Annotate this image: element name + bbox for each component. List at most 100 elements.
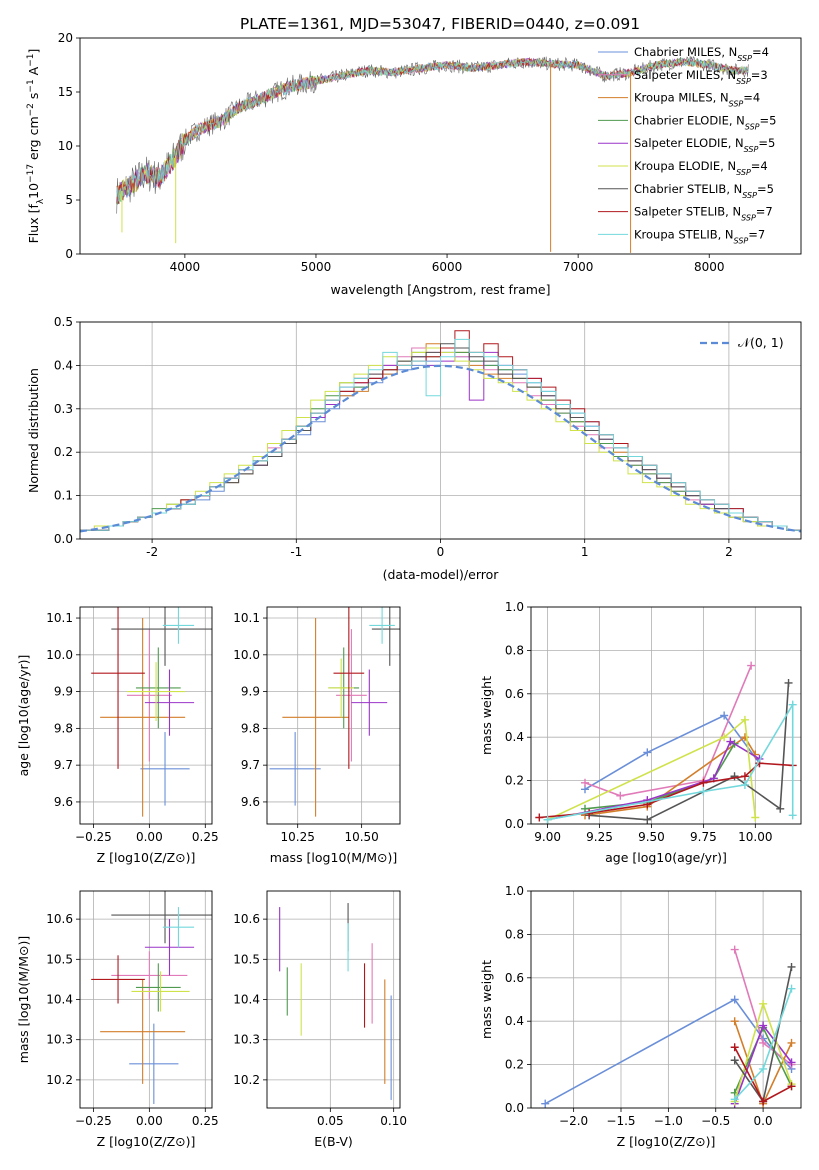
y-tick-label: 10.4 [233, 993, 260, 1007]
axes-frame [530, 890, 802, 1109]
axes-frame [266, 890, 401, 1109]
x-tick-label: −0.25 [75, 1114, 112, 1128]
x-tick-label: 9.00 [534, 830, 561, 844]
marker-plus [740, 715, 749, 724]
axes-frame [79, 606, 213, 825]
z_weight-xlabel: Z [log10(Z/Z⊙)] [617, 1134, 716, 1149]
y-tick-label: 10.1 [233, 611, 260, 625]
y-tick-label: 10.6 [233, 912, 260, 926]
residuals-ylabel: Normed distribution [26, 368, 41, 493]
z_age-ylabel: age [log10(age/yr)] [16, 655, 31, 777]
marker-plus [759, 999, 768, 1008]
y-tick-label: 10.3 [233, 1033, 260, 1047]
y-tick-label: 0.0 [505, 1101, 524, 1115]
histogram-steps [80, 330, 801, 533]
x-tick-label: 0.25 [192, 1114, 219, 1128]
x-tick-label: 0.10 [380, 1114, 407, 1128]
y-tick-label: 10.0 [233, 648, 260, 662]
x-tick-label: 9.50 [638, 830, 665, 844]
y-tick-label: 0.8 [505, 643, 524, 657]
marker-plus [759, 1097, 768, 1106]
marker-plus [581, 804, 589, 813]
spectrum-lines [116, 56, 749, 253]
x-tick-label: 4000 [170, 260, 201, 274]
marker-plus [787, 962, 796, 971]
marker-plus [788, 811, 797, 820]
y-tick-label: 10.2 [233, 1073, 260, 1087]
marker-plus [740, 780, 749, 789]
marker-plus [747, 661, 756, 670]
axes-frame [530, 606, 802, 825]
x-tick-label: 0.00 [136, 1114, 163, 1128]
spectrum-series-salpeter_stelib [116, 58, 749, 204]
y-tick-label: 10.3 [46, 1033, 73, 1047]
z_mass-ylabel: mass [log10(M/M⊙)] [16, 936, 31, 1064]
age_weight-series-chabrier_stelib [589, 682, 790, 821]
y-tick-label: 9.6 [241, 795, 260, 809]
marker-plus [776, 804, 785, 813]
x-tick-label: 9.75 [690, 830, 717, 844]
marker-plus [730, 1056, 739, 1065]
z_mass-points [91, 891, 212, 1104]
x-tick-label: -2 [146, 545, 158, 559]
x-tick-label: −0.25 [75, 830, 112, 844]
z_age-points [91, 607, 212, 817]
y-tick-label: 1.0 [505, 600, 524, 614]
y-tick-label: 10 [58, 139, 73, 153]
mass_age-xlabel: mass [log10(M/M⊙)] [270, 850, 398, 865]
y-tick-label: 15 [58, 85, 73, 99]
marker-plus [643, 748, 652, 757]
marker-plus [720, 733, 729, 742]
z_mass-xlabel: Z [log10(Z/Z⊙)] [97, 1134, 196, 1149]
y-tick-label: 9.8 [54, 721, 73, 735]
z_weight-ylabel: mass weight [479, 960, 494, 1039]
y-tick-label: 0.2 [505, 774, 524, 788]
marker-plus [535, 813, 544, 822]
z_age-xlabel: Z [log10(Z/Z⊙)] [97, 850, 196, 865]
figure-title: PLATE=1361, MJD=53047, FIBERID=0440, z=0… [240, 15, 640, 33]
marker-plus [787, 984, 796, 993]
marker-plus [541, 1099, 550, 1108]
histogram-series-kroupa_stelib [80, 338, 801, 531]
y-tick-label: 0.6 [505, 687, 524, 701]
residuals-xlabel: (data-model)/error [383, 567, 500, 582]
x-tick-label: 10.25 [281, 830, 315, 844]
x-tick-label: −0.5 [701, 1114, 730, 1128]
marker-plus [730, 1095, 739, 1104]
ebv_mass-xlabel: E(B-V) [314, 1134, 353, 1149]
x-tick-label: −1.5 [606, 1114, 635, 1128]
marker-plus [726, 737, 735, 746]
legend-label: Kroupa ELODIE, NSSP=4 [634, 159, 768, 177]
x-tick-label: 0.0 [754, 1114, 773, 1128]
x-tick-label: 2 [725, 545, 733, 559]
legend-label: Salpeter ELODIE, NSSP=5 [634, 136, 775, 154]
y-tick-label: 0.5 [54, 315, 73, 329]
mass_age-points [269, 607, 400, 817]
marker-plus [730, 772, 739, 781]
y-tick-label: 10.2 [46, 1073, 73, 1087]
marker-plus [616, 791, 625, 800]
marker-plus [730, 1017, 739, 1026]
axes-frame [79, 321, 802, 540]
x-tick-label: 10.00 [738, 830, 772, 844]
y-tick-label: 10.0 [46, 648, 73, 662]
legend-label: Chabrier MILES, NSSP=4 [634, 45, 769, 63]
spectrum-series-kroupa_stelib [116, 57, 749, 202]
y-tick-label: 0.0 [54, 532, 73, 546]
marker-plus [730, 945, 739, 954]
axes-frame [79, 890, 213, 1109]
x-tick-label: 6000 [432, 260, 463, 274]
age_weight-xlabel: age [log10(age/yr)] [605, 850, 727, 865]
z_weight-lines [541, 945, 796, 1108]
y-tick-label: 0.4 [54, 358, 73, 372]
y-tick-label: 1.0 [505, 884, 524, 898]
y-tick-label: 9.8 [241, 721, 260, 735]
y-tick-label: 9.9 [241, 685, 260, 699]
x-tick-label: 0 [437, 545, 445, 559]
marker-plus [751, 813, 760, 822]
legend-label: Kroupa MILES, NSSP=4 [634, 91, 760, 109]
y-tick-label: 9.6 [54, 795, 73, 809]
legend-label: Chabrier STELIB, NSSP=5 [634, 182, 774, 200]
marker-plus [788, 700, 797, 709]
